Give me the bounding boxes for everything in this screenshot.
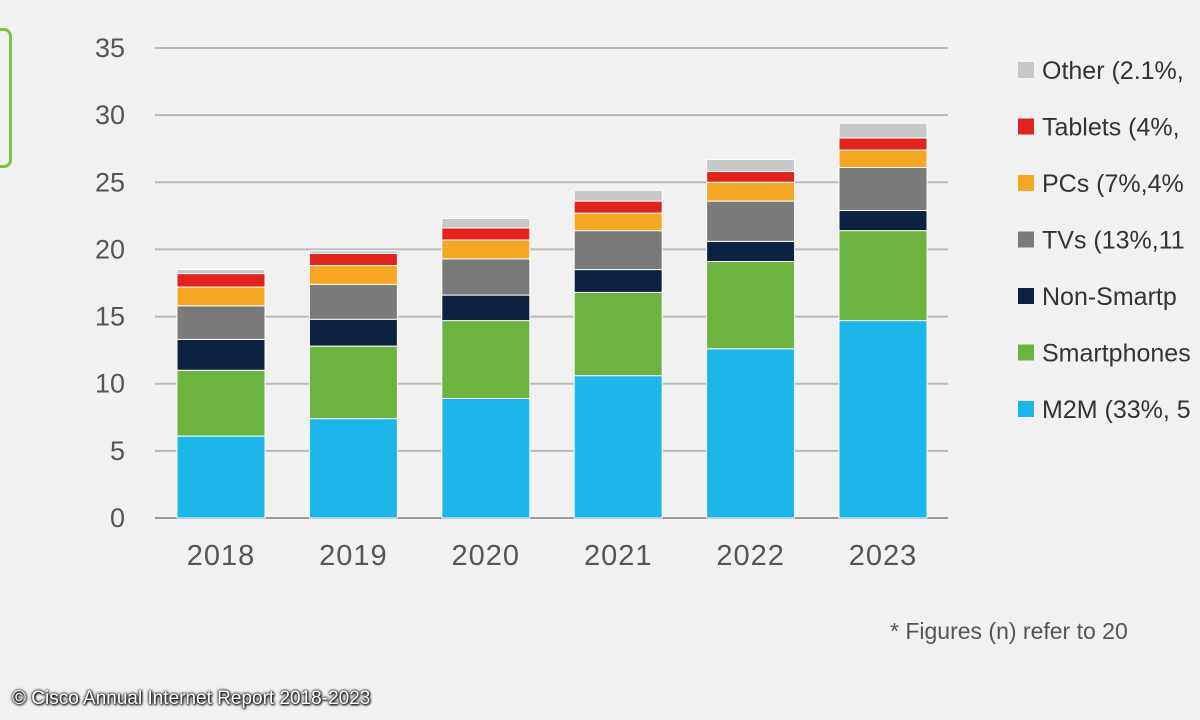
bar-segment — [308, 318, 398, 347]
legend-label: M2M (33%, 5 — [1042, 396, 1191, 424]
bar-segment — [573, 200, 663, 214]
footnote: * Figures (n) refer to 20 — [890, 618, 1128, 644]
bar-segment — [573, 269, 663, 293]
legend-swatch — [1018, 231, 1034, 248]
bar-segment — [838, 137, 928, 151]
bar-segment — [441, 294, 531, 322]
y-tick-label: 25 — [95, 167, 125, 197]
legend-label: Smartphones — [1042, 340, 1191, 368]
bar-segment — [441, 258, 531, 296]
bar-segment — [176, 286, 266, 307]
y-tick-label: 20 — [95, 234, 125, 264]
bar-segment — [838, 209, 928, 232]
y-tick-label: 10 — [95, 369, 125, 399]
x-tick-label: 2023 — [849, 540, 918, 572]
bar-segment — [176, 338, 266, 371]
bar-segment — [176, 369, 266, 437]
bar-segment — [308, 418, 398, 519]
frame-edge — [0, 28, 12, 168]
y-tick-label: 30 — [95, 100, 125, 130]
bar-segment — [176, 305, 266, 340]
bar-segment — [441, 397, 531, 519]
bars — [176, 122, 928, 519]
y-tick-label: 5 — [110, 436, 125, 466]
bar-segment — [308, 283, 398, 320]
bar-segment — [308, 252, 398, 267]
bar-segment — [706, 181, 796, 202]
x-tick-label: 2022 — [716, 540, 785, 572]
legend: Other (2.1%, Tablets (4%, PCs (7%,4% TVs (1… — [1018, 57, 1191, 424]
x-tick-label: 2018 — [187, 540, 256, 572]
bar-segment — [706, 158, 796, 173]
y-axis: 0 5 10 15 20 25 30 35 — [95, 33, 125, 533]
bar-segment — [573, 375, 663, 519]
legend-swatch — [1018, 344, 1034, 361]
bar-segment — [838, 167, 928, 211]
x-axis: 2018 2019 2020 2021 2022 2023 — [187, 540, 918, 572]
legend-label: Tablets (4%, — [1042, 114, 1180, 142]
bar-segment — [573, 189, 663, 202]
bar-segment — [706, 348, 796, 519]
bar-segment — [573, 230, 663, 271]
bar-segment — [838, 230, 928, 322]
bar-segment — [308, 265, 398, 285]
bar-segment — [573, 212, 663, 232]
legend-swatch — [1018, 62, 1034, 78]
legend-label: Other (2.1%, — [1042, 57, 1184, 85]
y-tick-label: 35 — [95, 33, 125, 63]
gridlines — [155, 47, 948, 519]
bar-segment — [308, 250, 398, 254]
legend-label: PCs (7%,4% — [1042, 170, 1184, 198]
copyright: © Cisco Annual Internet Report 2018-2023 — [12, 688, 371, 709]
bar-segment — [706, 200, 796, 242]
legend-label: Non-Smartp — [1042, 283, 1177, 311]
bar-segment — [573, 291, 663, 377]
y-tick-label: 15 — [95, 302, 125, 332]
bar-segment — [838, 122, 928, 139]
legend-swatch — [1018, 118, 1034, 135]
bar-segment — [706, 261, 796, 350]
x-tick-label: 2021 — [584, 540, 653, 572]
bar-segment — [176, 273, 266, 288]
legend-swatch — [1018, 175, 1034, 191]
bar-segment — [706, 171, 796, 183]
bar-segment — [308, 345, 398, 420]
bar-segment — [441, 239, 531, 260]
legend-swatch — [1018, 401, 1034, 417]
bar-segment — [176, 269, 266, 275]
legend-swatch — [1018, 288, 1034, 304]
x-tick-label: 2019 — [319, 540, 388, 572]
legend-label: TVs (13%,11 — [1042, 227, 1185, 255]
bar-segment — [706, 240, 796, 263]
bar-segment — [441, 227, 531, 241]
bar-segment — [441, 320, 531, 399]
x-tick-label: 2020 — [452, 540, 521, 572]
y-tick-label: 0 — [110, 503, 125, 533]
bar-segment — [441, 218, 531, 229]
bar-segment — [838, 149, 928, 169]
bar-segment — [838, 320, 928, 519]
bar-segment — [176, 435, 266, 519]
